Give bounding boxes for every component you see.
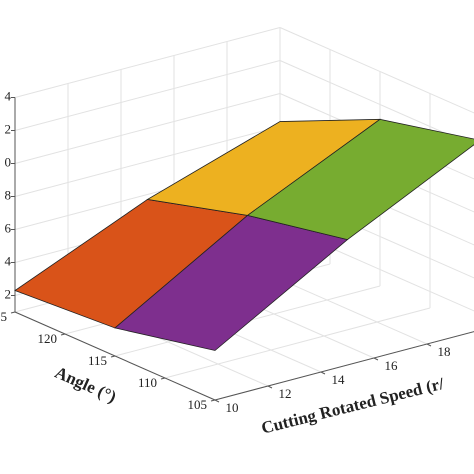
z-tick-label: 0 [5, 154, 12, 169]
x-tick-label: 18 [438, 344, 451, 359]
y-tick-label: 120 [38, 331, 58, 346]
x-axis-title: Cutting Rotated Speed (r/ [259, 374, 446, 438]
y-tick [160, 377, 166, 380]
y-axis-title: Angle (°) [52, 363, 119, 407]
x-tick-label: 12 [279, 386, 292, 401]
x-tick [426, 343, 432, 347]
x-axis [214, 331, 474, 401]
grid-line [14, 93, 281, 164]
x-tick-label: 14 [332, 372, 346, 387]
z-tick-label: 2 [5, 121, 12, 136]
z-tick-label: 4 [5, 88, 12, 103]
x-tick [373, 357, 379, 361]
grid-line [279, 27, 474, 114]
grid-line [14, 27, 281, 98]
z-tick-label: 6 [5, 220, 12, 235]
z-tick-label: 2 [5, 286, 12, 301]
surface [14, 118, 474, 351]
y-tick [10, 311, 16, 314]
grid-line [164, 307, 431, 379]
y-tick-label: 110 [138, 375, 157, 390]
grid-line [14, 126, 281, 197]
z-tick-label: 4 [5, 253, 12, 268]
y-tick-label: 105 [188, 397, 208, 412]
z-tick-label: 8 [5, 187, 12, 202]
surface-patch [246, 118, 474, 241]
x-tick [214, 399, 220, 403]
x-tick [267, 385, 273, 389]
y-tick [210, 399, 216, 402]
grid-line [14, 60, 281, 131]
x-tick-label: 16 [385, 358, 399, 373]
y-tick [60, 333, 66, 336]
x-tick [320, 371, 326, 375]
y-tick-label: 115 [88, 353, 107, 368]
y-tick-label: 5 [1, 309, 8, 324]
x-tick-label: 10 [226, 400, 239, 415]
y-tick [110, 355, 116, 358]
